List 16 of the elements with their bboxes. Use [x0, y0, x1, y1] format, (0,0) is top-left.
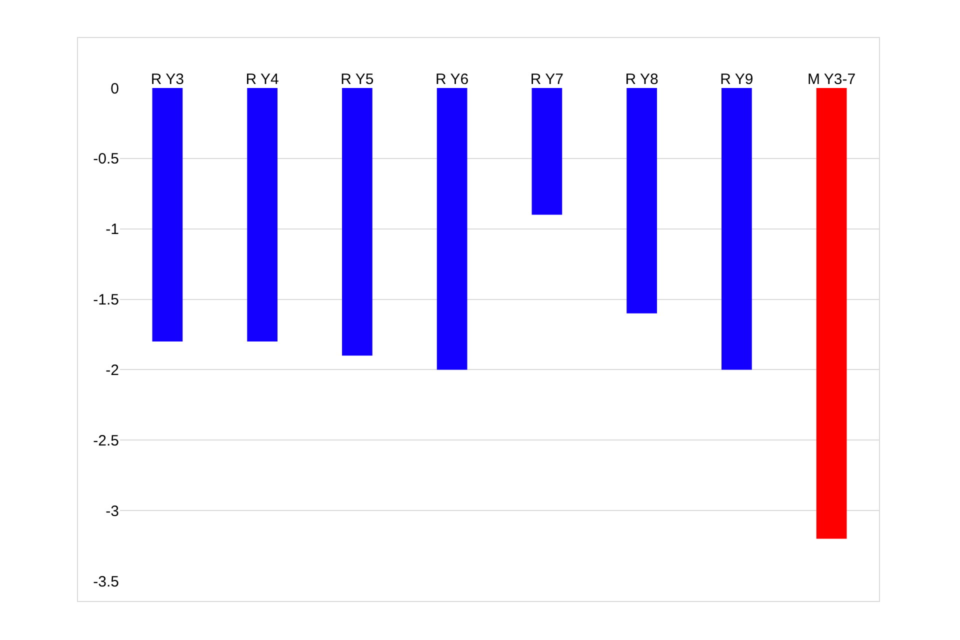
y-tick-label: -3 — [106, 502, 119, 520]
y-tick-label: -0.5 — [93, 150, 119, 168]
x-tick-label: R Y4 — [246, 71, 279, 88]
y-tick-label: -2 — [106, 362, 119, 379]
y-tick-label: 0 — [110, 80, 119, 98]
y-tick-label: -1.5 — [93, 292, 119, 309]
x-tick-label: R Y6 — [436, 71, 469, 88]
x-tick-label: R Y5 — [340, 71, 374, 88]
x-tick-label: R Y3 — [150, 71, 184, 88]
x-tick-label: R Y9 — [720, 71, 754, 88]
y-tick-label: -3.5 — [93, 573, 119, 590]
x-tick-label: M Y3-7 — [808, 71, 856, 88]
y-tick-label: -2.5 — [93, 432, 119, 450]
x-tick-label: R Y7 — [530, 71, 564, 88]
x-tick-label: R Y8 — [625, 71, 658, 88]
y-tick-label: -1 — [106, 221, 119, 238]
